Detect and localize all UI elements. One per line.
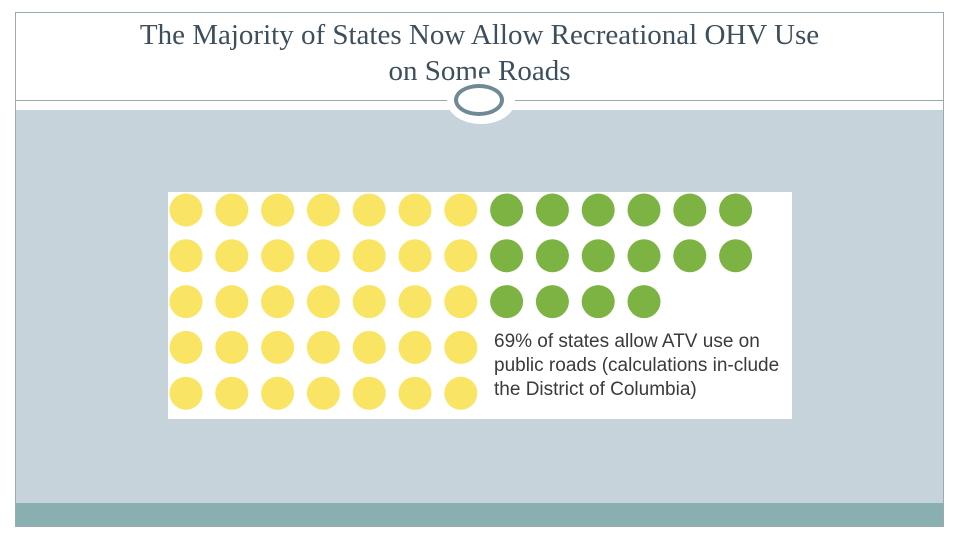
dot-green [719,193,753,227]
dot-green [581,239,615,273]
dot-yellow [398,239,432,273]
dot-yellow [306,376,340,410]
dot-yellow [306,239,340,273]
dot-yellow [444,376,478,410]
dot-green [673,239,707,273]
dot-green [490,285,524,319]
dot-yellow [261,239,295,273]
dot-yellow [444,330,478,364]
dot-yellow [352,239,386,273]
dot-yellow [398,285,432,319]
dot-green [490,193,524,227]
dot-yellow [306,193,340,227]
dot-yellow [215,330,249,364]
dot-yellow [398,330,432,364]
dot-green [627,193,661,227]
dot-yellow [352,285,386,319]
dot-yellow [352,330,386,364]
dot-green [673,193,707,227]
dot-green [719,239,753,273]
title-area: The Majority of States Now Allow Recreat… [16,13,943,100]
footer-band [16,503,943,526]
dot-yellow [215,376,249,410]
dot-yellow [444,193,478,227]
dot-yellow [215,239,249,273]
dot-green [581,193,615,227]
dot-yellow [306,285,340,319]
dot-green [535,239,569,273]
slide-title: The Majority of States Now Allow Recreat… [139,19,820,87]
dot-yellow [352,193,386,227]
dot-yellow [169,239,203,273]
dot-yellow [444,285,478,319]
dot-yellow [261,193,295,227]
dot-yellow [398,376,432,410]
dot-green [581,285,615,319]
dot-yellow [261,285,295,319]
dot-yellow [352,376,386,410]
dot-yellow [215,193,249,227]
dot-green [627,285,661,319]
dot-yellow [444,239,478,273]
dot-green [535,193,569,227]
dot-yellow [306,330,340,364]
dot-yellow [169,285,203,319]
dot-yellow [169,330,203,364]
oval-ring-icon [454,84,504,116]
dot-yellow [215,285,249,319]
dot-green [627,239,661,273]
dot-green [490,239,524,273]
dot-yellow [261,330,295,364]
dot-yellow [398,193,432,227]
dot-yellow [169,376,203,410]
dot-green [535,285,569,319]
dot-matrix-chart [169,193,753,410]
chart-card: 69% of states allow ATV use on public ro… [168,192,792,419]
dot-yellow [169,193,203,227]
dot-yellow [261,376,295,410]
chart-caption: 69% of states allow ATV use on public ro… [494,331,780,400]
